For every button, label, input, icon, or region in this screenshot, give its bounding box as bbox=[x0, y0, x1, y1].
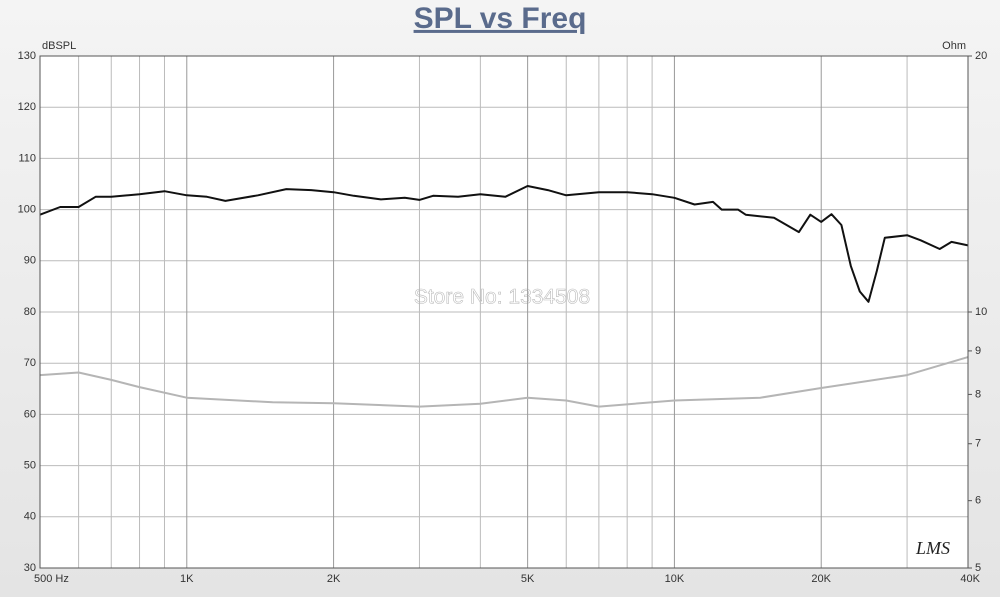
y2-tick-label: 9 bbox=[975, 345, 981, 357]
x-tick-label: 20K bbox=[811, 573, 831, 585]
y-axis-label: dBSPL bbox=[42, 40, 76, 52]
y-tick-label: 120 bbox=[18, 101, 36, 113]
x-tick-label: 5K bbox=[521, 573, 535, 585]
series-line bbox=[39, 185, 969, 303]
y-tick-label: 50 bbox=[24, 460, 36, 472]
x-tick-label: 2K bbox=[327, 573, 341, 585]
y-tick-label: 110 bbox=[18, 152, 36, 164]
plot-frame bbox=[39, 55, 969, 569]
x-tick-label: 10K bbox=[665, 573, 685, 585]
y-tick-label: 40 bbox=[24, 511, 36, 523]
chart-title: SPL vs Freq bbox=[414, 2, 587, 35]
y2-tick-label: 5 bbox=[975, 562, 981, 574]
x-tick-label: 40K bbox=[960, 573, 980, 585]
y2-tick-label: 20 bbox=[975, 50, 987, 62]
y2-tick-label: 10 bbox=[975, 306, 987, 318]
watermark: Store No: 1334508 bbox=[414, 286, 590, 309]
y-tick-label: 80 bbox=[24, 306, 36, 318]
series-line bbox=[39, 356, 969, 408]
y-tick-label: 100 bbox=[18, 204, 36, 216]
y2-tick-label: 6 bbox=[975, 495, 981, 507]
y2-tick-label: 7 bbox=[975, 438, 981, 450]
y-tick-label: 60 bbox=[24, 408, 36, 420]
x-tick-label: 1K bbox=[180, 573, 194, 585]
x-tick-label: 500 Hz bbox=[34, 573, 69, 585]
logo: LMS bbox=[915, 538, 950, 558]
y2-axis-label: Ohm bbox=[942, 40, 966, 52]
y-tick-label: 90 bbox=[24, 255, 36, 267]
y-tick-label: 70 bbox=[24, 357, 36, 369]
y-tick-label: 30 bbox=[24, 562, 36, 574]
y-tick-label: 130 bbox=[18, 50, 36, 62]
y2-tick-label: 8 bbox=[975, 388, 981, 400]
